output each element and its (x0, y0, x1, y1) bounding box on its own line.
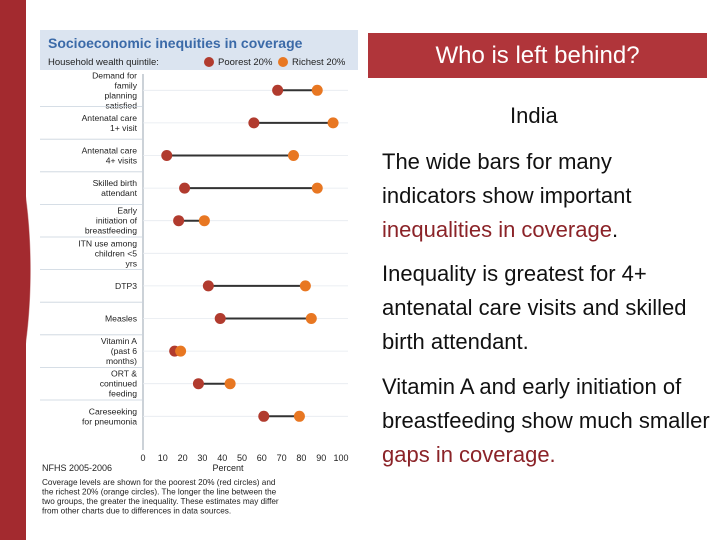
category-label: ORT & continued feeding (100, 369, 138, 399)
x-axis-label: Percent (212, 463, 244, 473)
paragraph-greatest-inequality: Inequality is greatest for 4+ antenatal … (382, 261, 687, 354)
x-tick-label: 20 (178, 453, 188, 463)
category-label: Skilled birth attendant (93, 178, 138, 198)
richest-marker (224, 378, 236, 390)
legend-richest-marker (278, 57, 288, 67)
richest-marker (175, 345, 187, 357)
poorest-marker (173, 215, 185, 227)
poorest-marker (161, 150, 173, 161)
paragraph-smaller-gaps: Vitamin A and early initiation of breast… (382, 370, 712, 472)
richest-marker (293, 410, 305, 422)
category-label: Measles (105, 314, 137, 324)
x-tick-label: 80 (296, 453, 306, 463)
poorest-marker (258, 410, 270, 422)
richest-marker (327, 117, 339, 129)
paragraph-1-highlight: inequalities in coverage (382, 217, 612, 242)
poorest-marker (179, 182, 191, 194)
legend-label: Household wealth quintile: (48, 57, 159, 68)
x-tick-label: 100 (333, 453, 348, 463)
richest-marker (311, 84, 323, 96)
category-label: Antenatal care 1+ visit (82, 113, 138, 133)
chart-header-band (40, 30, 358, 70)
x-tick-label: 10 (158, 453, 168, 463)
chart-source: NFHS 2005-2006 (42, 463, 112, 473)
poorest-marker (202, 280, 214, 292)
poorest-marker (214, 313, 226, 324)
x-tick-label: 90 (316, 453, 326, 463)
category-label: Careseeking for pneumonia (82, 406, 137, 426)
x-tick-label: 70 (277, 453, 287, 463)
chart-panel: Socioeconomic inequities in coverage Hou… (38, 30, 360, 518)
x-tick-label: 0 (140, 453, 145, 463)
poorest-marker (272, 84, 284, 96)
x-tick-label: 60 (257, 453, 267, 463)
poorest-marker (248, 117, 260, 129)
category-label: ITN use among children <5 yrs (78, 238, 137, 268)
poorest-marker (192, 378, 204, 390)
x-tick-label: 40 (217, 453, 227, 463)
chart-title: Socioeconomic inequities in coverage (48, 35, 303, 51)
richest-marker (198, 215, 210, 227)
inequity-chart: Socioeconomic inequities in coverage Hou… (38, 30, 360, 518)
legend-richest-label: Richest 20% (292, 57, 346, 68)
category-label: Antenatal care 4+ visits (82, 146, 138, 166)
country-heading: India (510, 103, 558, 128)
category-label: Vitamin A (past 6 months) (101, 336, 137, 366)
category-label: Demand for family planning satisfied (92, 70, 138, 110)
legend-poorest-marker (204, 57, 214, 67)
chart-background (38, 30, 360, 518)
richest-marker (287, 150, 299, 161)
category-label: DTP3 (115, 281, 137, 291)
paragraph-3-text: Vitamin A and early initiation of breast… (382, 374, 710, 433)
richest-marker (305, 313, 317, 324)
paragraph-1-text: The wide bars for many indicators show i… (382, 149, 632, 208)
richest-marker (299, 280, 311, 292)
richest-marker (311, 182, 323, 194)
slide-title: Who is left behind? (368, 33, 707, 78)
paragraph-1-end: . (611, 217, 619, 242)
x-tick-label: 50 (237, 453, 247, 463)
chart-footnote: Coverage levels are shown for the poores… (42, 478, 279, 516)
legend-poorest-label: Poorest 20% (218, 57, 273, 68)
category-label: Early initiation of breastfeeding (85, 206, 138, 236)
paragraph-inequalities: The wide bars for many indicators show i… (382, 145, 712, 247)
x-tick-label: 30 (197, 453, 207, 463)
paragraph-3-highlight: gaps in coverage. (382, 442, 556, 467)
